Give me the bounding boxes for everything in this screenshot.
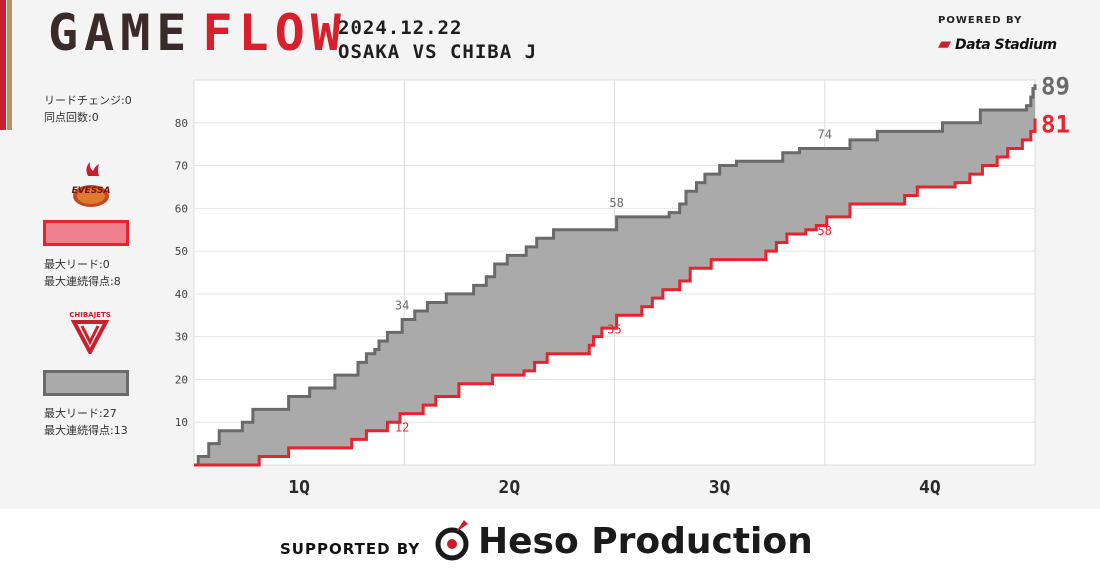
page-title: GAME FLOW bbox=[48, 8, 347, 58]
osaka-score-label: 58 bbox=[818, 224, 832, 238]
y-tick-label: 10 bbox=[175, 416, 188, 429]
osaka-logo-graphic: EVESSA bbox=[72, 162, 111, 207]
chiba-score-label: 74 bbox=[818, 127, 832, 141]
osaka-score-label: 12 bbox=[395, 421, 409, 435]
y-tick-label: 30 bbox=[175, 331, 188, 344]
osaka-logo: EVESSA bbox=[66, 162, 116, 214]
y-tick-label: 40 bbox=[175, 288, 188, 301]
chiba-logo: CHIBAJETS bbox=[64, 308, 116, 358]
powered-by-label: POWERED BY bbox=[938, 15, 1023, 26]
game-flow-chart: 10 20 30 40 50 60 70 80 1Q 2Q 3Q 4Q 34 58 74 89 12 35 58 8… bbox=[175, 72, 1070, 498]
game-date: 2024.12.22 bbox=[338, 17, 463, 39]
chiba-logo-text: CHIBAJETS bbox=[69, 311, 111, 319]
y-tick-label: 70 bbox=[175, 160, 188, 173]
chiba-score-line bbox=[194, 84, 1037, 467]
game-meta: 2024.12.22 OSAKA VS CHIBA J bbox=[338, 16, 537, 64]
chiba-score-label: 34 bbox=[395, 299, 409, 313]
chiba-legend-swatch bbox=[43, 370, 129, 396]
ties-count: 同点回数:0 bbox=[44, 111, 99, 124]
chiba-max-run: 最大連続得点:13 bbox=[44, 424, 128, 437]
osaka-max-lead: 最大リード:0 bbox=[44, 258, 110, 271]
y-tick-label: 60 bbox=[175, 202, 188, 215]
chiba-final-score: 89 bbox=[1041, 72, 1070, 100]
quarter-label: 1Q bbox=[288, 477, 310, 498]
osaka-score-line bbox=[194, 118, 1037, 467]
sponsor-name: Heso Production bbox=[478, 521, 813, 562]
accent-bar bbox=[0, 0, 12, 130]
osaka-logo-text: EVESSA bbox=[72, 186, 111, 196]
title-flow: FLOW bbox=[202, 4, 347, 62]
y-tick-label: 20 bbox=[175, 373, 188, 386]
y-tick-label: 50 bbox=[175, 245, 188, 258]
quarter-label: 4Q bbox=[919, 477, 941, 498]
chiba-score-label: 58 bbox=[609, 196, 623, 210]
data-stadium-logo: ▰ Data Stadium bbox=[938, 34, 1057, 54]
osaka-score-label: 35 bbox=[607, 322, 621, 336]
lead-area bbox=[194, 84, 1035, 466]
y-tick-label: 80 bbox=[175, 117, 188, 130]
osaka-final-score: 81 bbox=[1041, 111, 1070, 139]
chiba-logo-graphic: CHIBAJETS bbox=[69, 311, 111, 357]
quarter-label: 2Q bbox=[499, 477, 521, 498]
osaka-max-run: 最大連続得点:8 bbox=[44, 275, 121, 288]
heso-logo-icon bbox=[434, 518, 474, 566]
supported-by-label: SUPPORTED BY bbox=[280, 540, 421, 558]
provider-name: Data Stadium bbox=[954, 37, 1057, 53]
osaka-legend-swatch bbox=[43, 220, 129, 246]
footer: SUPPORTED BY Heso Production bbox=[0, 509, 1100, 570]
game-matchup: OSAKA VS CHIBA J bbox=[338, 41, 538, 63]
lead-changes: リードチェンジ:0 bbox=[44, 94, 132, 107]
chiba-max-lead: 最大リード:27 bbox=[44, 407, 117, 420]
title-game: GAME bbox=[48, 4, 193, 62]
quarter-label: 3Q bbox=[709, 477, 731, 498]
